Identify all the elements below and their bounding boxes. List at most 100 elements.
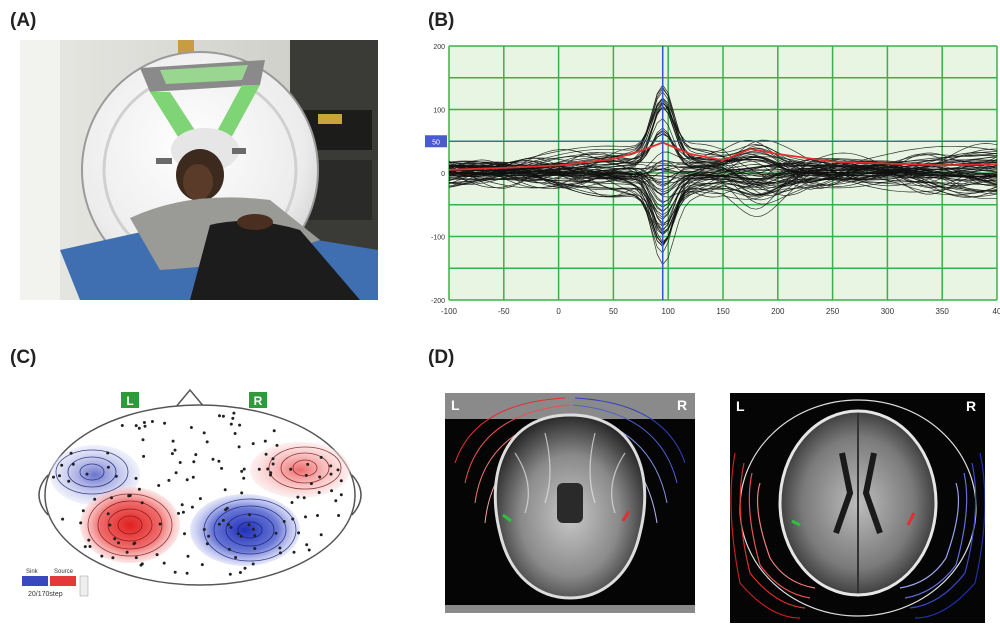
sensor-dot: [142, 454, 146, 458]
mri-axial-overlay: L R: [730, 393, 986, 623]
sensor-dot: [106, 465, 110, 469]
sensor-dot: [231, 416, 235, 420]
y-tick-label: -100: [431, 235, 445, 242]
sensor-dot: [141, 438, 145, 442]
x-tick-label: 200: [771, 307, 785, 316]
sensor-dot: [120, 424, 124, 427]
sensor-dot: [140, 562, 144, 566]
sensor-dot: [171, 439, 175, 443]
sensor-dot: [117, 541, 120, 545]
sensor-dot: [190, 505, 194, 509]
sensor-dot: [87, 538, 91, 542]
sensor-dot: [127, 494, 131, 498]
sensor-dot: [205, 542, 209, 546]
sensor-dot: [292, 550, 296, 554]
sensor-dot: [226, 523, 230, 526]
sensor-dot: [242, 467, 246, 471]
sensor-dot: [88, 545, 92, 548]
axial-right-label: R: [966, 398, 976, 414]
axial-left-label: L: [736, 398, 745, 414]
sensor-dot: [221, 414, 225, 418]
panel-d-label: (D): [428, 347, 455, 368]
sensor-dot: [224, 508, 228, 512]
sensor-dot: [252, 527, 255, 531]
sensor-dot: [302, 496, 306, 500]
sensor-dot: [202, 528, 206, 531]
sensor-dot: [269, 471, 273, 475]
sensor-dot: [229, 422, 233, 426]
sensor-dot: [319, 533, 323, 537]
sensor-dot: [125, 550, 129, 554]
meg-scanner-photo: [20, 40, 378, 300]
sensor-dot: [150, 420, 154, 423]
sensor-dot: [71, 462, 75, 466]
sensor-dot: [251, 442, 255, 446]
sensor-dot: [93, 497, 97, 501]
coronal-right-label: R: [677, 397, 687, 413]
sensor-dot: [52, 475, 55, 479]
sensor-dot: [108, 523, 112, 527]
right-marker: R: [254, 394, 263, 408]
sensor-dot: [330, 489, 334, 493]
sensor-dot: [83, 545, 87, 549]
sensor-dot: [85, 472, 89, 476]
mri-coronal-overlay: L R: [445, 393, 695, 613]
legend-source-label: Source: [54, 569, 74, 575]
sensor-dot: [134, 424, 138, 428]
sensor-dot: [178, 461, 182, 464]
sensor-dot: [290, 501, 294, 504]
sensor-dot: [69, 451, 73, 455]
sensor-dot: [306, 462, 310, 466]
sensor-dot: [220, 466, 224, 470]
amplitude-cursor-label: 50: [432, 139, 440, 146]
y-tick-label: 0: [441, 171, 445, 178]
sensor-dot: [339, 493, 343, 497]
sensor-dot: [189, 426, 193, 429]
sensor-dot: [291, 517, 295, 521]
sensor-dot: [289, 467, 293, 471]
sensor-dot: [217, 459, 221, 463]
x-tick-label: 250: [826, 307, 840, 316]
sensor-dot: [238, 571, 242, 574]
sensor-dot: [185, 571, 189, 575]
legend-sink-label: Sink: [26, 569, 39, 575]
sensor-dot: [297, 531, 301, 535]
sensor-dot: [177, 511, 180, 515]
sensor-dot: [229, 525, 233, 529]
sensor-dot: [114, 474, 118, 478]
sensor-dot: [61, 517, 65, 521]
x-tick-label: 300: [881, 307, 895, 316]
sensor-dot: [174, 471, 178, 475]
sensor-dot: [110, 496, 113, 500]
sensor-dot: [198, 497, 202, 501]
sensor-dot: [60, 463, 64, 467]
sensor-dot: [238, 423, 242, 427]
x-tick-label: -100: [441, 307, 458, 316]
sensor-dot: [79, 521, 83, 525]
amplitude-cursor-box: [425, 135, 447, 148]
sensor-dot: [170, 452, 174, 456]
sensor-dot: [207, 534, 211, 538]
sensor-dot: [232, 411, 236, 415]
sensor-dot: [163, 421, 167, 425]
sensor-dot: [173, 570, 177, 574]
sensor-dot: [257, 467, 261, 471]
sensor-dot: [272, 429, 276, 433]
sensor-dot: [162, 561, 166, 565]
sensor-trace: [448, 177, 998, 235]
sensor-dot: [304, 473, 308, 477]
sensor-dot: [200, 563, 204, 567]
sensor-dot: [304, 515, 307, 519]
sensor-dot: [264, 452, 268, 456]
sensor-trace: [448, 161, 998, 189]
left-marker: L: [126, 394, 133, 408]
sensor-dot: [137, 487, 141, 491]
sensor-dot: [81, 509, 85, 513]
sensor-dot: [251, 562, 255, 566]
coronal-left-label: L: [451, 397, 460, 413]
mean-trace: [448, 141, 998, 171]
legend-caption: 20/170step: [28, 591, 63, 598]
meg-butterfly-plot: -100 -50 0 50 100 150 200 250 300 350 40 200 100 0 -10…: [425, 42, 1000, 322]
sensor-dot: [167, 478, 171, 482]
sensor-dot: [218, 414, 221, 418]
